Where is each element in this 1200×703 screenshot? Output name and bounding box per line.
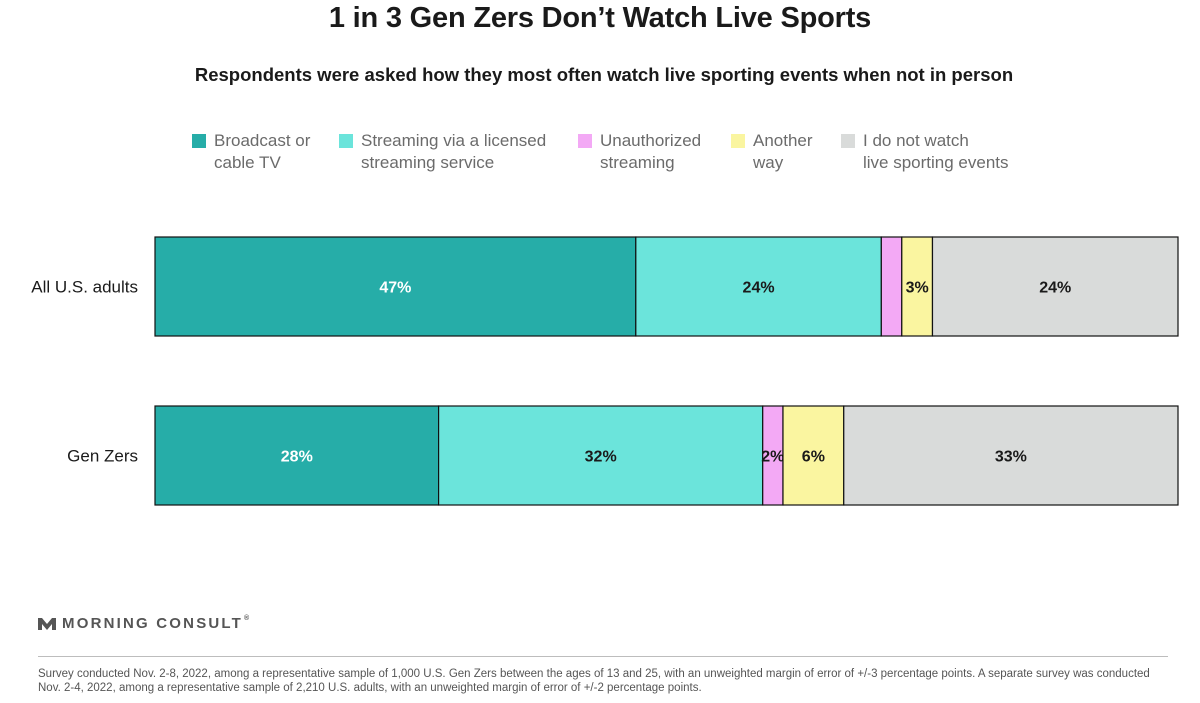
legend-label-streaming: Streaming via a licensed streaming servi… — [361, 131, 547, 172]
bar-1-another — [782, 405, 845, 506]
data-label-0-none: 24% — [1039, 280, 1071, 297]
legend-item-broadcast: Broadcast or cable TV — [192, 130, 310, 174]
legend: Broadcast or cable TV Streaming via a li… — [0, 130, 1200, 180]
data-label-0-broadcast: 47% — [379, 280, 411, 297]
bar-0-none — [931, 236, 1179, 337]
data-label-1-none: 33% — [995, 449, 1027, 466]
data-label-0-another: 3% — [906, 280, 929, 297]
legend-item-unauthorized: Unauthorized streaming — [578, 130, 701, 174]
bar-0-broadcast — [154, 236, 637, 337]
category-label-0: All U.S. adults — [31, 278, 138, 297]
legend-swatch-broadcast — [192, 134, 206, 148]
bar-1-streaming — [438, 405, 764, 506]
legend-swatch-unauthorized — [578, 134, 592, 148]
legend-swatch-none — [841, 134, 855, 148]
legend-label-broadcast: Broadcast or cable TV — [214, 131, 311, 172]
footnote: Survey conducted Nov. 2-8, 2022, among a… — [38, 668, 1150, 694]
data-label-1-another: 6% — [802, 449, 825, 466]
legend-label-unauthorized: Unauthorized streaming — [600, 131, 702, 172]
footer-divider — [38, 656, 1168, 657]
bar-0-streaming — [635, 236, 882, 337]
stacked-bar-chart: All U.S. adults 47% 24% 3% 24% Gen Zers 28% 32%… — [31, 236, 1179, 506]
legend-item-another: Another way — [731, 130, 813, 174]
legend-item-none: I do not watch live sporting events — [841, 130, 1009, 174]
morning-consult-logo-icon — [38, 617, 56, 630]
legend-item-streaming: Streaming via a licensed streaming servi… — [339, 130, 546, 174]
brand-registered-mark: ® — [244, 615, 252, 622]
bar-1-none — [843, 405, 1179, 506]
data-label-1-broadcast: 28% — [281, 449, 313, 466]
data-label-1-unauthorized: 2% — [761, 449, 784, 466]
chart-title: 1 in 3 Gen Zers Don’t Watch Live Sports — [328, 2, 872, 34]
chart-subtitle: Respondents were asked how they most oft… — [194, 64, 1014, 85]
brand-name: MORNING CONSULT® — [62, 615, 251, 632]
category-label-1: Gen Zers — [67, 447, 138, 466]
brand-name-text: MORNING CONSULT — [62, 615, 244, 632]
legend-swatch-streaming — [339, 134, 353, 148]
bar-0-unauthorized — [880, 236, 903, 337]
data-label-1-streaming: 32% — [585, 449, 617, 466]
legend-swatch-another — [731, 134, 745, 148]
data-label-0-streaming: 24% — [743, 280, 775, 297]
brand-logo: MORNING CONSULT® — [38, 615, 251, 632]
legend-label-none: I do not watch live sporting events — [863, 131, 1009, 172]
bar-1-broadcast — [154, 405, 440, 506]
legend-label-another: Another way — [753, 131, 813, 172]
